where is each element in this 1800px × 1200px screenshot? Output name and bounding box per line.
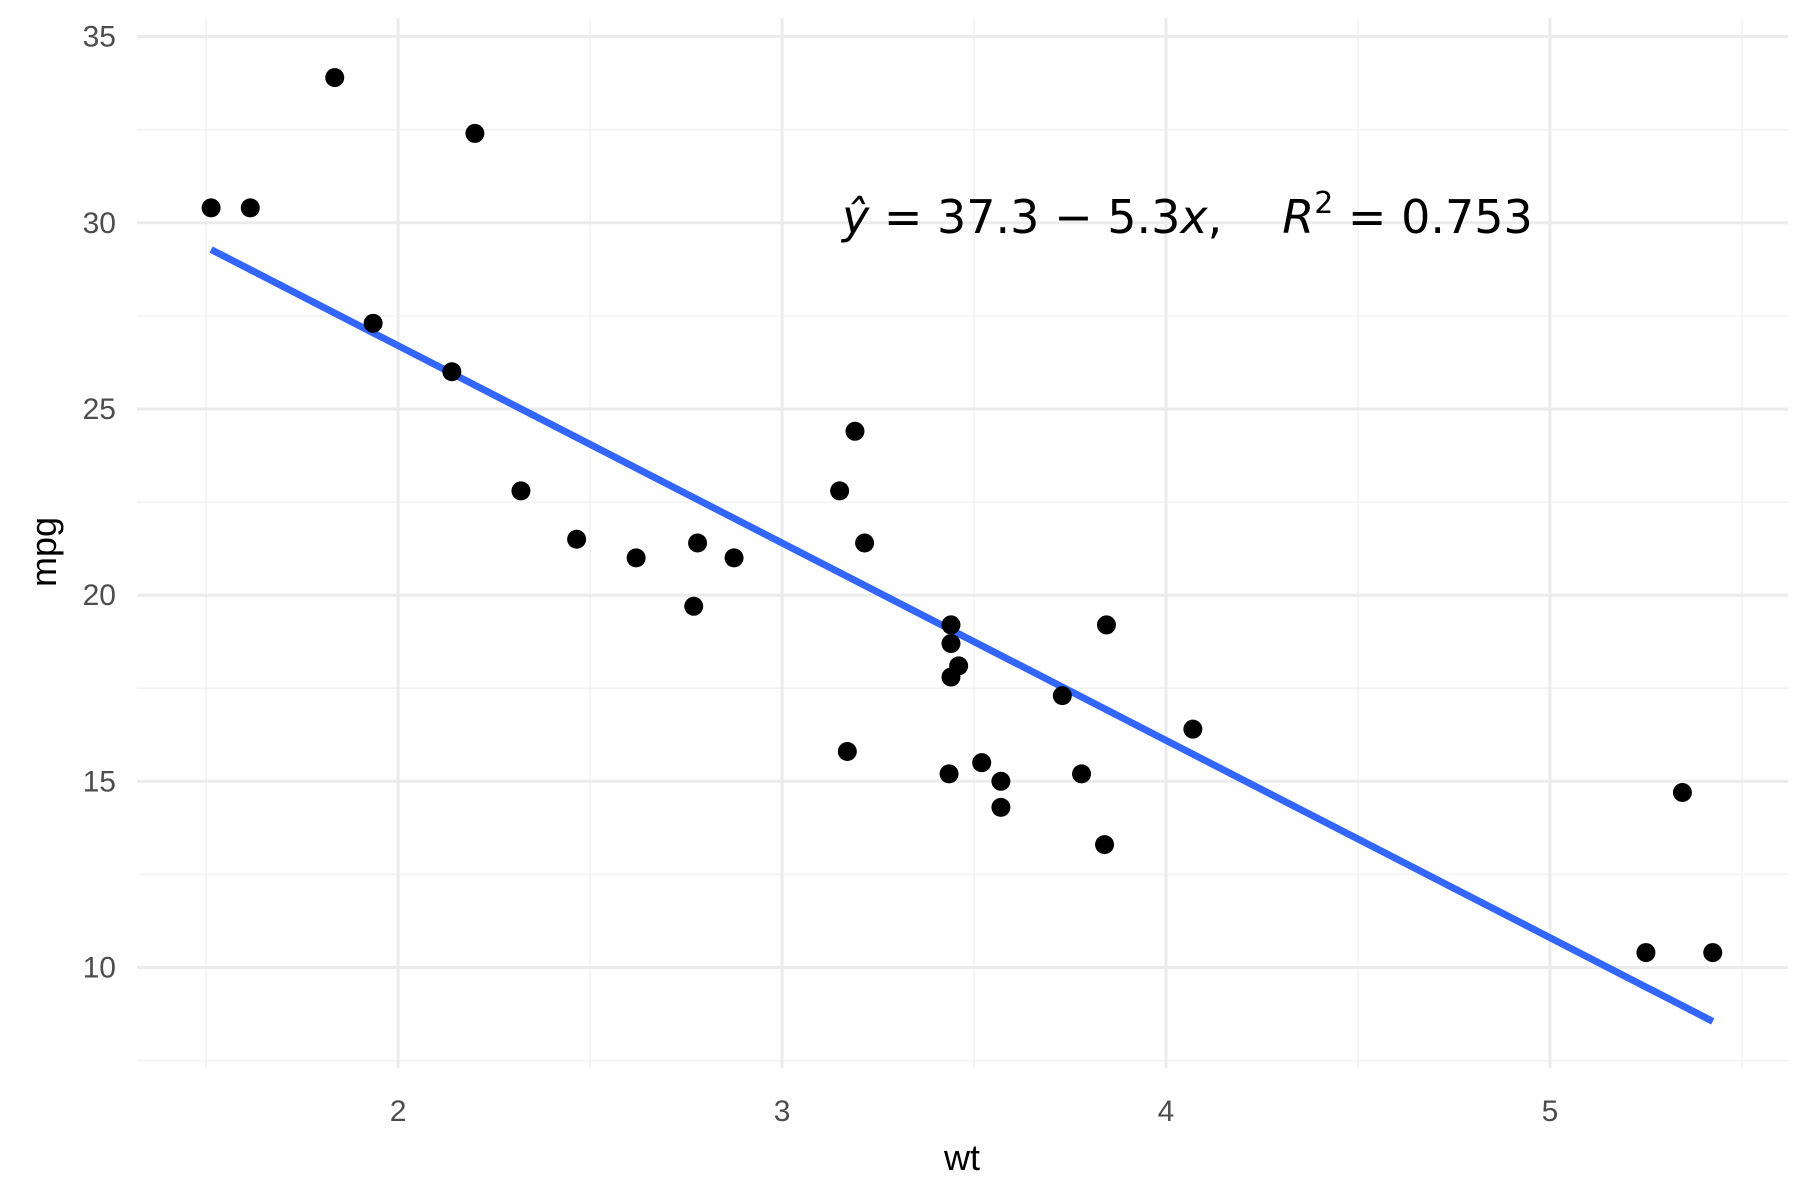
data-point: [1096, 615, 1116, 635]
y-tick-label: 35: [83, 21, 116, 54]
data-point: [845, 421, 865, 441]
data-point: [465, 123, 485, 143]
data-point: [837, 742, 857, 762]
data-point: [941, 615, 961, 635]
data-point: [991, 771, 1011, 791]
data-point: [626, 548, 646, 568]
annotation-x-var: x: [1178, 190, 1208, 244]
data-point: [363, 313, 383, 333]
data-point: [325, 68, 345, 88]
regression-line-group: [209, 246, 1715, 1025]
major-gridlines: [137, 18, 1788, 1068]
data-point: [1095, 835, 1115, 855]
y-tick-label: 20: [83, 579, 116, 612]
data-point: [688, 533, 708, 553]
data-point: [941, 634, 961, 654]
y-tick-label: 10: [83, 951, 116, 984]
data-point: [830, 481, 850, 501]
annotation-r: R: [1282, 190, 1314, 244]
data-point: [511, 481, 531, 501]
y-tick-labels: 10 15 20 25 30 35: [83, 21, 116, 985]
regression-annotation: ŷ = 37.3 − 5.3x, R2 = 0.753: [840, 186, 1533, 244]
y-tick-label: 30: [83, 207, 116, 240]
data-point: [240, 198, 260, 218]
y-axis-title: mpg: [23, 517, 64, 587]
regression-line: [209, 246, 1715, 1025]
data-point: [939, 764, 959, 784]
x-axis-title: wt: [943, 1137, 980, 1178]
annotation-comma: ,: [1208, 190, 1223, 244]
y-tick-label: 25: [83, 393, 116, 426]
data-point: [991, 797, 1011, 817]
data-point: [1072, 764, 1092, 784]
data-point: [1672, 782, 1692, 802]
data-point: [684, 596, 704, 616]
data-point: [941, 667, 961, 687]
annotation-r2-value: = 0.753: [1333, 190, 1532, 244]
data-points: [201, 68, 1723, 963]
x-tick-labels: 2 3 4 5: [390, 1095, 1559, 1128]
data-point: [442, 362, 462, 382]
x-tick-label: 5: [1542, 1095, 1559, 1128]
minor-gridlines: [137, 18, 1788, 1068]
annotation-equation: = 37.3 − 5.3: [869, 190, 1180, 244]
data-point: [1052, 686, 1072, 706]
data-point: [855, 533, 875, 553]
x-tick-label: 2: [390, 1095, 407, 1128]
data-point: [201, 198, 221, 218]
data-point: [1636, 943, 1656, 963]
y-tick-label: 15: [83, 765, 116, 798]
data-point: [972, 753, 992, 773]
data-point: [1183, 719, 1203, 739]
annotation-yhat: ŷ: [840, 190, 870, 244]
data-point: [567, 529, 587, 549]
data-point: [724, 548, 744, 568]
x-tick-label: 4: [1158, 1095, 1175, 1128]
x-tick-label: 3: [774, 1095, 791, 1128]
annotation-r-squared-sup: 2: [1314, 186, 1333, 221]
data-point: [1703, 943, 1723, 963]
